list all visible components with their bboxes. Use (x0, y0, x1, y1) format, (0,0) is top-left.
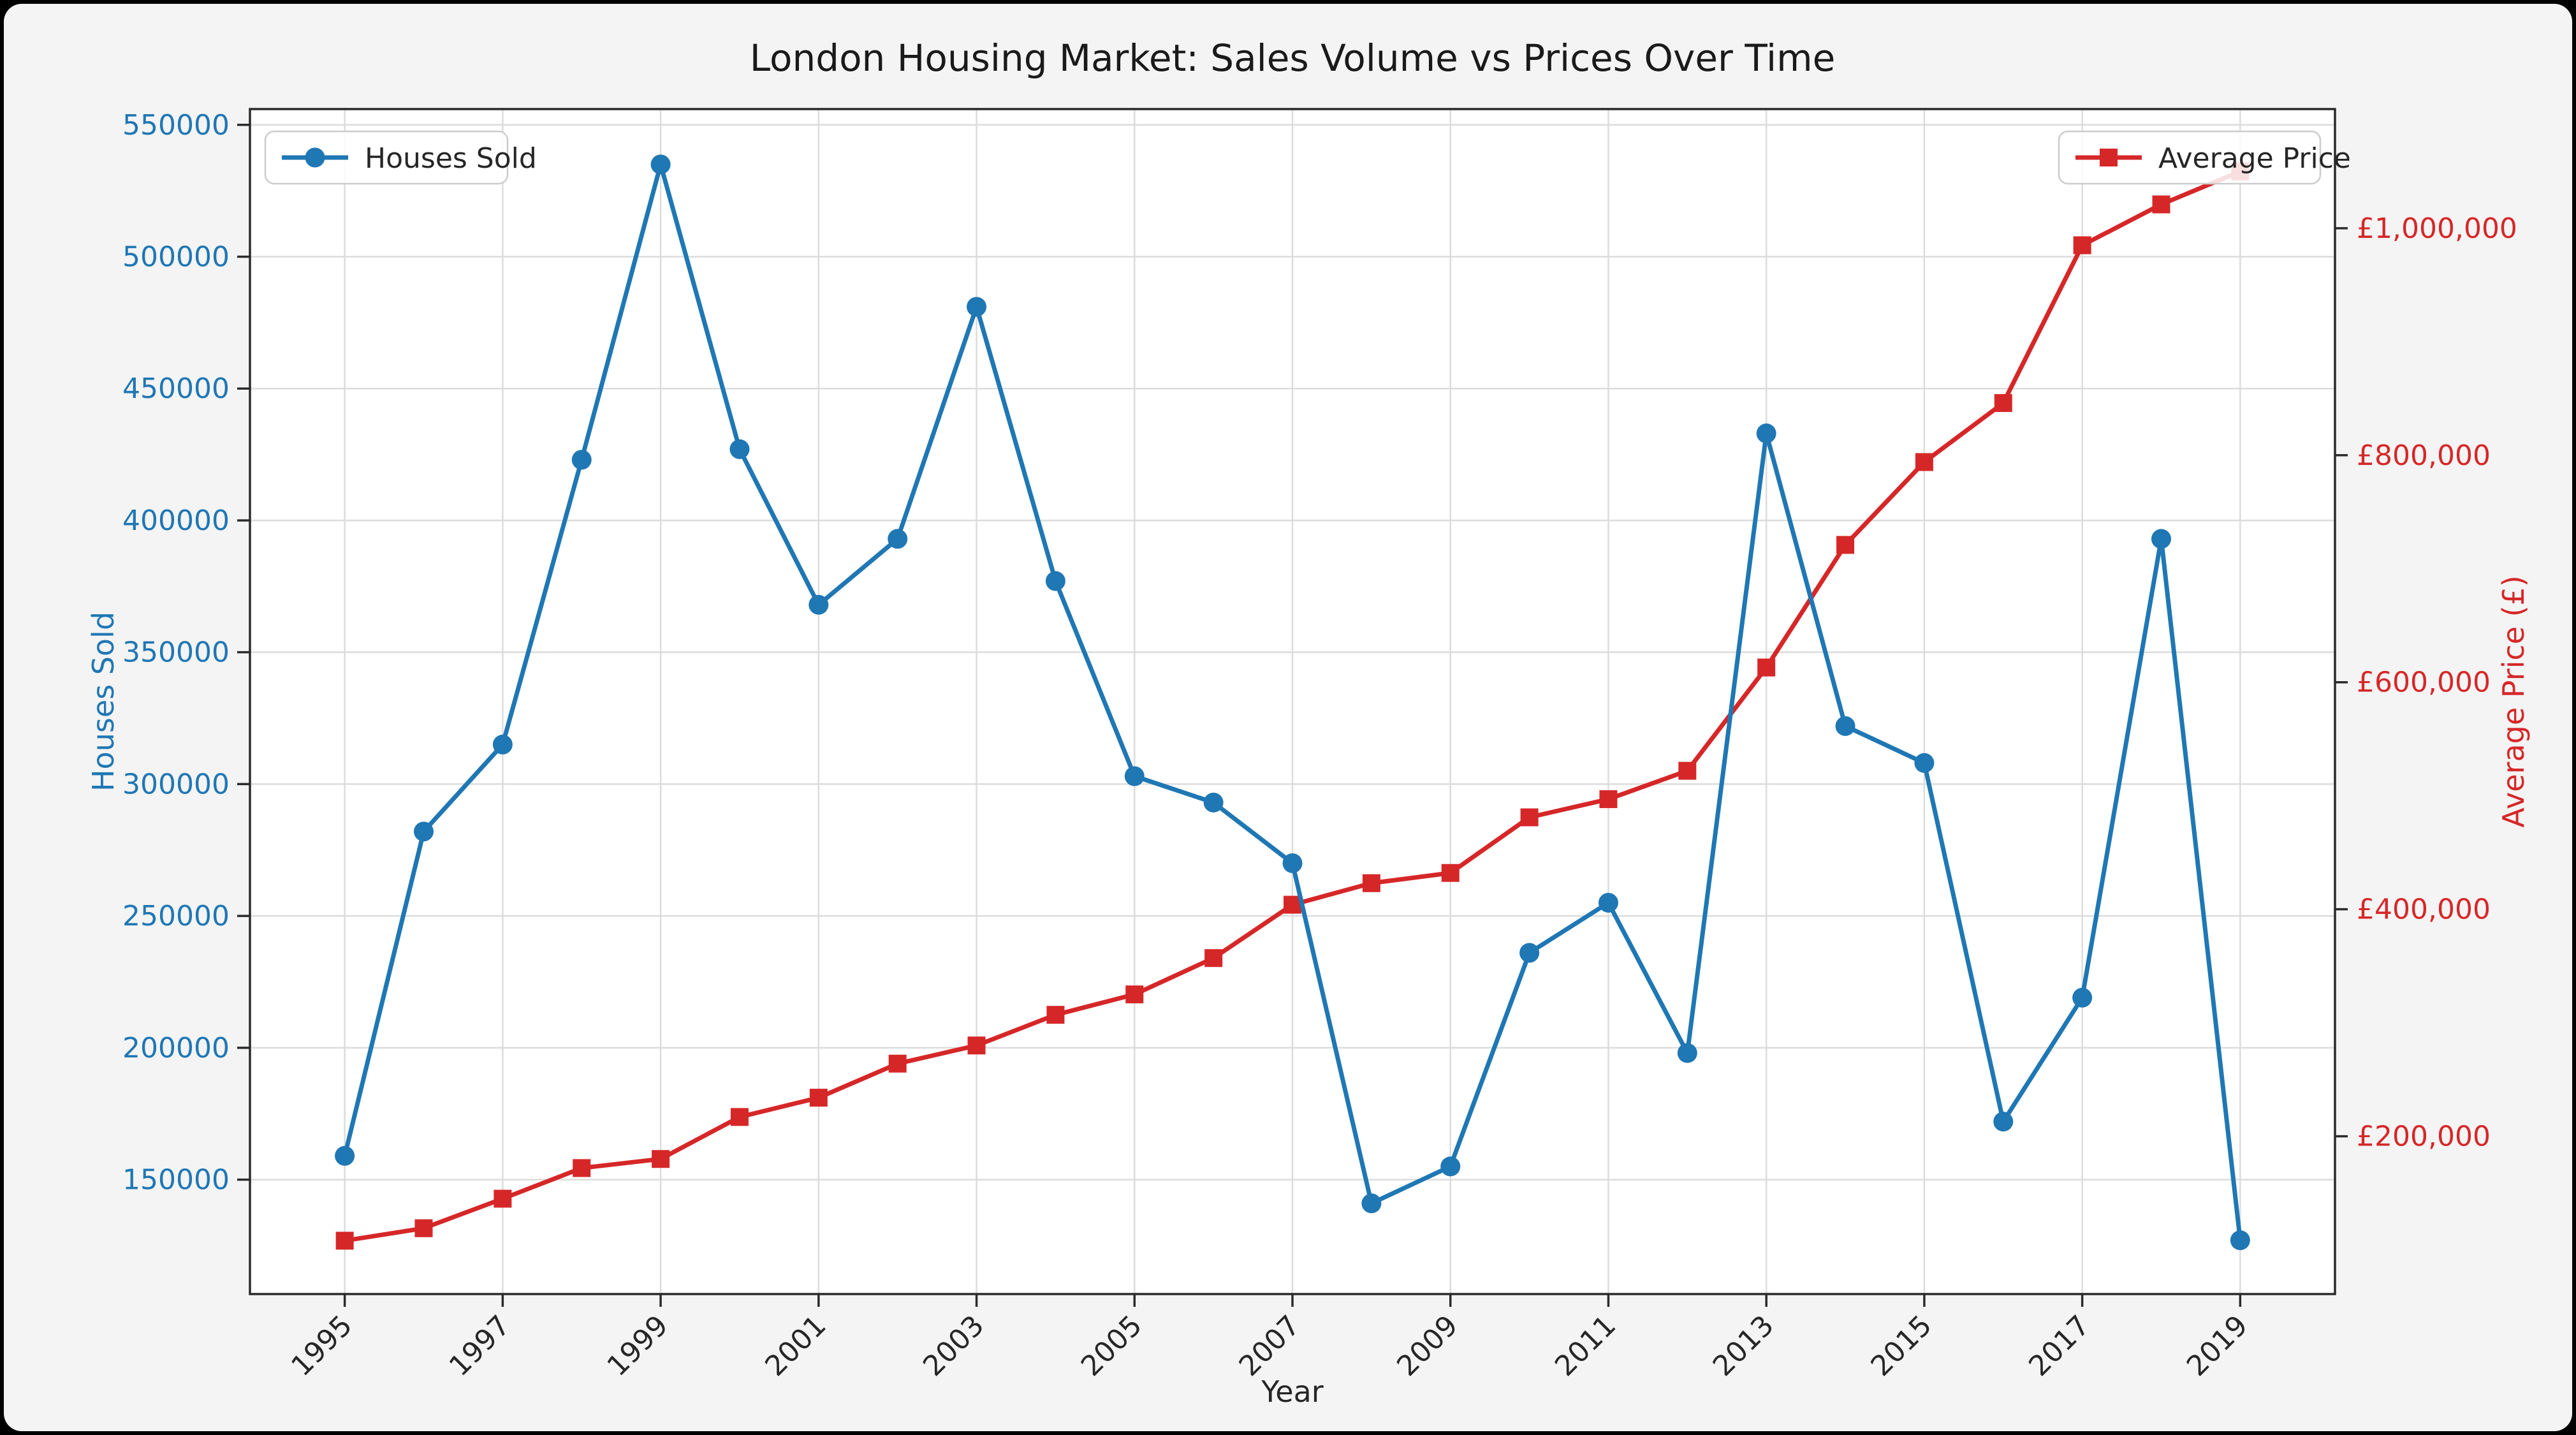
houses-sold-point: 2003: 481000 (967, 297, 987, 317)
x-tick-label: 1995 (285, 1309, 358, 1383)
right-tick-label: £200,000 (2357, 1121, 2491, 1153)
average-price-markers: 1995: 108000 1996: 119000 1997: 145000 1998… (335, 162, 2250, 1250)
left-tick-label: 350000 (122, 637, 230, 669)
left-tick-label: 400000 (122, 504, 230, 537)
houses-sold-point: 1997: 315000 (492, 734, 513, 754)
legend-houses-sold: Houses Sold (264, 130, 537, 185)
average-price-point: 2018: 1021000 (2152, 195, 2170, 214)
average-price-point: 2000: 217000 (730, 1108, 749, 1126)
left-tick-label: 500000 (122, 241, 230, 274)
average-price-point: 2011: 497000 (1599, 790, 1618, 809)
left-tick-label: 550000 (122, 109, 230, 142)
houses-sold-markers: 1995: 159000 1996: 282000 1997: 315000 1998… (335, 154, 2250, 1251)
average-price-point: 1997: 145000 (494, 1189, 512, 1208)
figure-card: 1995: 108000 1996: 119000 1997: 145000 1998… (4, 4, 2572, 1431)
x-tick-label: 2003 (917, 1309, 990, 1383)
x-tick-label: 1999 (601, 1309, 675, 1383)
houses-sold-point: 2009: 155000 (1440, 1156, 1461, 1177)
x-tick-label: 2009 (1391, 1309, 1464, 1383)
left-tick-label: 300000 (122, 768, 230, 800)
average-price-point: 2004: 307000 (1046, 1006, 1065, 1024)
left-axis: 150000 200000 250000 300000 350000 400000 4500… (122, 109, 250, 1196)
average-price-point: 2005: 325000 (1125, 985, 1144, 1004)
right-tick-label: £1,000,000 (2357, 212, 2517, 245)
houses-sold-point: 2014: 322000 (1835, 716, 1855, 736)
x-tick-label: 2005 (1075, 1309, 1148, 1383)
average-price-point: 1995: 108000 (335, 1232, 354, 1250)
houses-sold-point: 2010: 236000 (1519, 943, 1540, 963)
x-tick-label: 2007 (1233, 1309, 1306, 1383)
houses-sold-point: 2005: 303000 (1124, 766, 1145, 786)
average-price-point: 2003: 280000 (967, 1036, 986, 1055)
x-tick-label: 2017 (2023, 1309, 2096, 1383)
average-price-point: 2016: 846000 (1994, 394, 2012, 412)
right-tick-label: £400,000 (2357, 894, 2491, 926)
left-tick-label: 250000 (122, 900, 230, 932)
legend-average-price: Average Price (2058, 130, 2351, 185)
right-axis: £200,000 £400,000 £600,000 £800,000 £1,000,0… (2335, 212, 2517, 1153)
average-price-point: 2007: 404000 (1284, 895, 1301, 914)
right-tick-label: £600,000 (2357, 666, 2491, 699)
houses-sold-point: 2008: 141000 (1361, 1193, 1382, 1214)
houses-sold-point: 2018: 393000 (2151, 529, 2171, 549)
houses-sold-point: 1998: 423000 (571, 450, 592, 470)
left-tick-label: 200000 (122, 1032, 230, 1064)
left-tick-label: 150000 (122, 1164, 230, 1196)
houses-sold-point: 2016: 172000 (1993, 1112, 2014, 1132)
chart-title: London Housing Market: Sales Volume vs P… (750, 36, 1836, 80)
housing-market-chart: 1995: 108000 1996: 119000 1997: 145000 1998… (86, 36, 2531, 1409)
left-tick-label: 450000 (122, 372, 230, 405)
average-price-point: 2002: 264000 (888, 1054, 907, 1073)
houses-sold-point: 1999: 535000 (650, 154, 671, 175)
x-tick-label: 2019 (2181, 1309, 2254, 1383)
average-price-point: 2014: 721000 (1836, 536, 1855, 554)
left-axis-label: Houses Sold (86, 612, 121, 791)
x-tick-label: 2013 (1707, 1309, 1780, 1383)
x-tick-label: 2001 (759, 1309, 832, 1383)
houses-sold-point: 2015: 308000 (1914, 753, 1935, 773)
average-price-point: 2009: 432000 (1441, 864, 1460, 882)
houses-sold-point: 2006: 293000 (1203, 792, 1224, 813)
average-price-point: 2013: 613000 (1757, 658, 1776, 677)
x-axis: 1995 1997 1999 2001 2003 2005 2007 2009 2011 2013… (285, 1294, 2254, 1383)
average-price-point: 2006: 357000 (1204, 949, 1223, 968)
houses-sold-point: 2019: 127000 (2230, 1230, 2250, 1251)
average-price-point: 1998: 172000 (573, 1159, 591, 1177)
grid (250, 109, 2335, 1294)
legend-average-price-label: Average Price (2158, 142, 2351, 175)
houses-sold-point: 2001: 368000 (809, 594, 829, 615)
average-price-point: 2010: 481000 (1520, 808, 1539, 827)
x-tick-label: 1997 (443, 1309, 516, 1383)
houses-sold-point: 2004: 377000 (1045, 571, 1065, 591)
x-tick-label: 2015 (1864, 1309, 1938, 1383)
houses-sold-point: 2011: 255000 (1598, 892, 1618, 913)
average-price-point: 1996: 119000 (414, 1219, 433, 1237)
legend-houses-sold-label: Houses Sold (365, 142, 537, 175)
average-price-point: 2001: 234000 (809, 1089, 828, 1107)
houses-sold-point: 1996: 282000 (414, 821, 434, 842)
average-price-point: 2008: 423000 (1362, 874, 1380, 892)
houses-sold-point: 2012: 198000 (1677, 1043, 1697, 1063)
average-price-point: 1999: 180000 (652, 1150, 670, 1168)
houses-sold-point: 2013: 433000 (1756, 423, 1776, 444)
houses-sold-point: 2017: 219000 (2072, 987, 2093, 1008)
average-price-point: 2017: 985000 (2073, 236, 2091, 254)
houses-sold-point: 2002: 393000 (888, 529, 908, 549)
houses-sold-point: 2000: 427000 (729, 439, 750, 459)
houses-sold-point: 2007: 270000 (1282, 853, 1303, 873)
x-tick-label: 2011 (1549, 1309, 1622, 1383)
average-price-point: 2015: 794000 (1915, 453, 1933, 471)
average-price-point: 2012: 522000 (1678, 762, 1697, 780)
x-axis-label: Year (1261, 1374, 1323, 1409)
right-axis-label: Average Price (£) (2496, 575, 2531, 828)
right-tick-label: £800,000 (2357, 439, 2491, 472)
houses-sold-point: 1995: 159000 (335, 1145, 355, 1166)
